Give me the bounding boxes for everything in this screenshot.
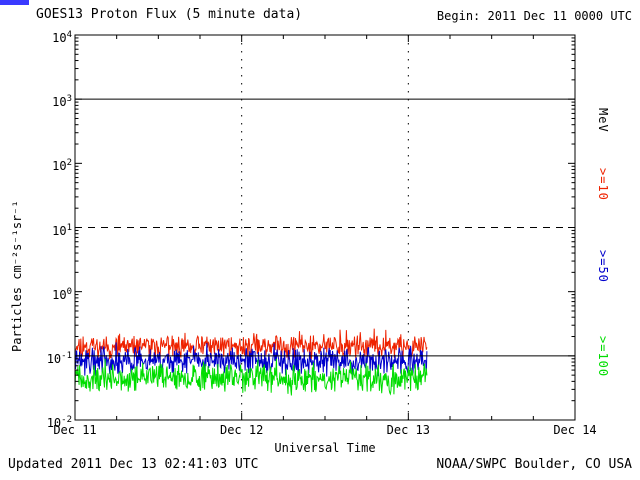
series--50-mev — [74, 342, 428, 377]
begin-time-label: Begin: 2011 Dec 11 0000 UTC — [436, 9, 632, 23]
axis-tick-marks — [74, 34, 576, 421]
chart-title: GOES13 Proton Flux (5 minute data) — [36, 7, 303, 22]
x-tick-label-dec-11: Dec 11 — [53, 423, 97, 437]
y-tick-label-10e1: 101 — [52, 222, 72, 238]
legend-entry-50-mev: >=50 — [596, 250, 610, 283]
y-tick-label-10e3: 103 — [52, 94, 72, 110]
x-axis-title: Universal Time — [274, 441, 376, 455]
y-tick-label-10e0: 100 — [52, 286, 72, 302]
y-tick-label-10e-1: 10-1 — [46, 350, 72, 366]
horizontal-gridlines — [75, 98, 575, 357]
y-tick-label-10e4: 104 — [52, 30, 72, 45]
legend-entry-10-mev: >=10 — [596, 168, 610, 201]
x-tick-label-dec-12: Dec 12 — [219, 423, 264, 437]
series--100-mev — [74, 358, 428, 396]
y-tick-label-10e-2: 10-2 — [46, 415, 72, 430]
updated-timestamp: Updated 2011 Dec 13 02:41:03 UTC — [8, 457, 259, 472]
x-tick-label-dec-13: Dec 13 — [386, 423, 430, 437]
x-tick-label-dec-14: Dec 14 — [553, 423, 597, 437]
legend-units-label: MeV — [596, 108, 610, 133]
screen-edge-artifact — [0, 0, 29, 5]
legend-entry-100-mev: >=100 — [596, 336, 610, 378]
source-attribution: NOAA/SWPC Boulder, CO USA — [436, 457, 632, 472]
flux-series — [74, 328, 428, 396]
y-tick-label-10e2: 102 — [52, 158, 72, 174]
y-axis-title: Particles cm⁻²s⁻¹sr⁻¹ — [10, 200, 24, 352]
